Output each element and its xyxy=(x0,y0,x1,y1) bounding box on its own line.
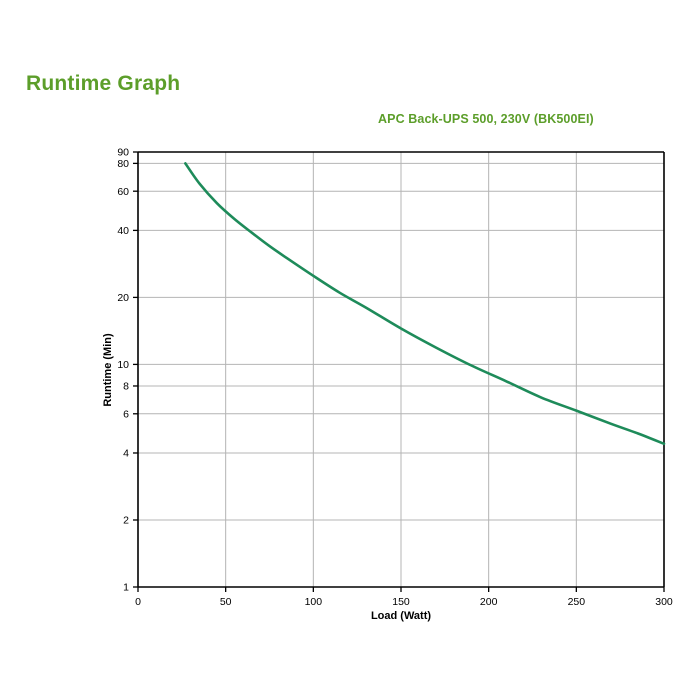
x-tick-label: 300 xyxy=(655,596,673,608)
x-tick-label: 0 xyxy=(135,596,141,608)
runtime-curve xyxy=(184,162,666,446)
axis-tick-marks xyxy=(133,151,665,592)
x-axis-tick-labels: 0 50 100 150 200 250 300 xyxy=(135,596,673,608)
y-axis-title: Runtime (Min) xyxy=(102,333,114,407)
x-tick-label: 100 xyxy=(305,596,323,608)
y-tick-label: 60 xyxy=(117,186,129,198)
page-title: Runtime Graph xyxy=(26,72,181,95)
y-tick-label: 1 xyxy=(123,582,129,594)
axis-lines xyxy=(137,151,665,588)
x-tick-label: 150 xyxy=(392,596,410,608)
y-tick-label: 4 xyxy=(123,448,129,460)
x-axis-title: Load (Watt) xyxy=(371,610,431,622)
x-tick-label: 200 xyxy=(480,596,498,608)
y-tick-label: 6 xyxy=(123,408,129,420)
y-tick-label: 40 xyxy=(117,225,129,237)
chart-subtitle: APC Back-UPS 500, 230V (BK500EI) xyxy=(378,112,594,126)
x-tick-label: 50 xyxy=(220,596,232,608)
x-tick-label: 250 xyxy=(568,596,586,608)
y-tick-label: 2 xyxy=(123,515,129,527)
y-tick-label: 80 xyxy=(117,158,129,170)
y-tick-label: 20 xyxy=(117,292,129,304)
y-tick-label: 10 xyxy=(117,359,129,371)
y-tick-label: 8 xyxy=(123,381,129,393)
vertical-gridlines xyxy=(225,152,577,587)
y-tick-label: 90 xyxy=(117,147,129,159)
